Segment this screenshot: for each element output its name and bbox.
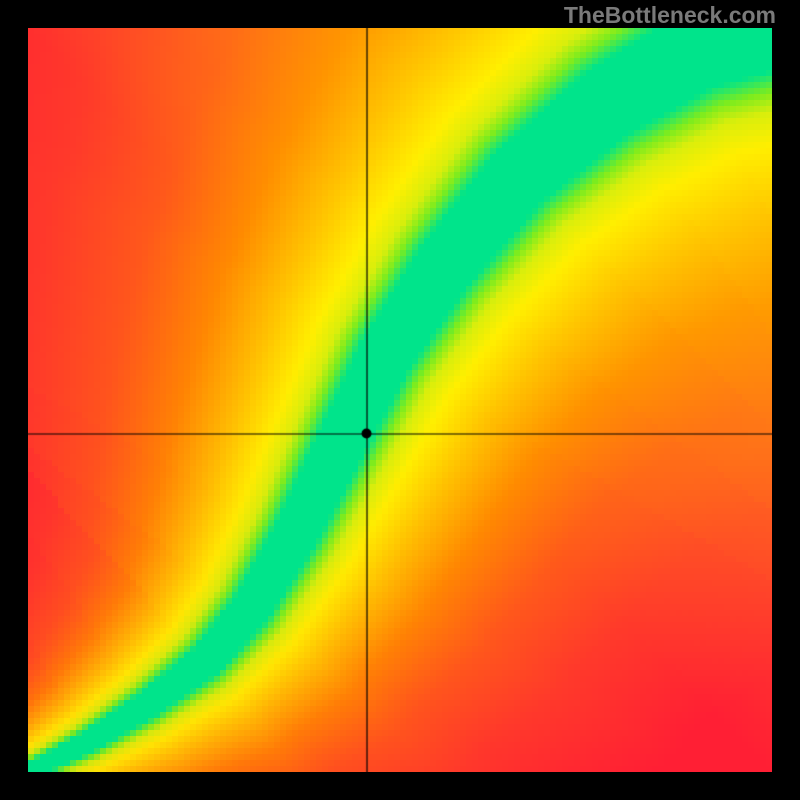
chart-container: TheBottleneck.com (0, 0, 800, 800)
source-watermark: TheBottleneck.com (564, 2, 776, 29)
crosshair-overlay (28, 28, 772, 772)
